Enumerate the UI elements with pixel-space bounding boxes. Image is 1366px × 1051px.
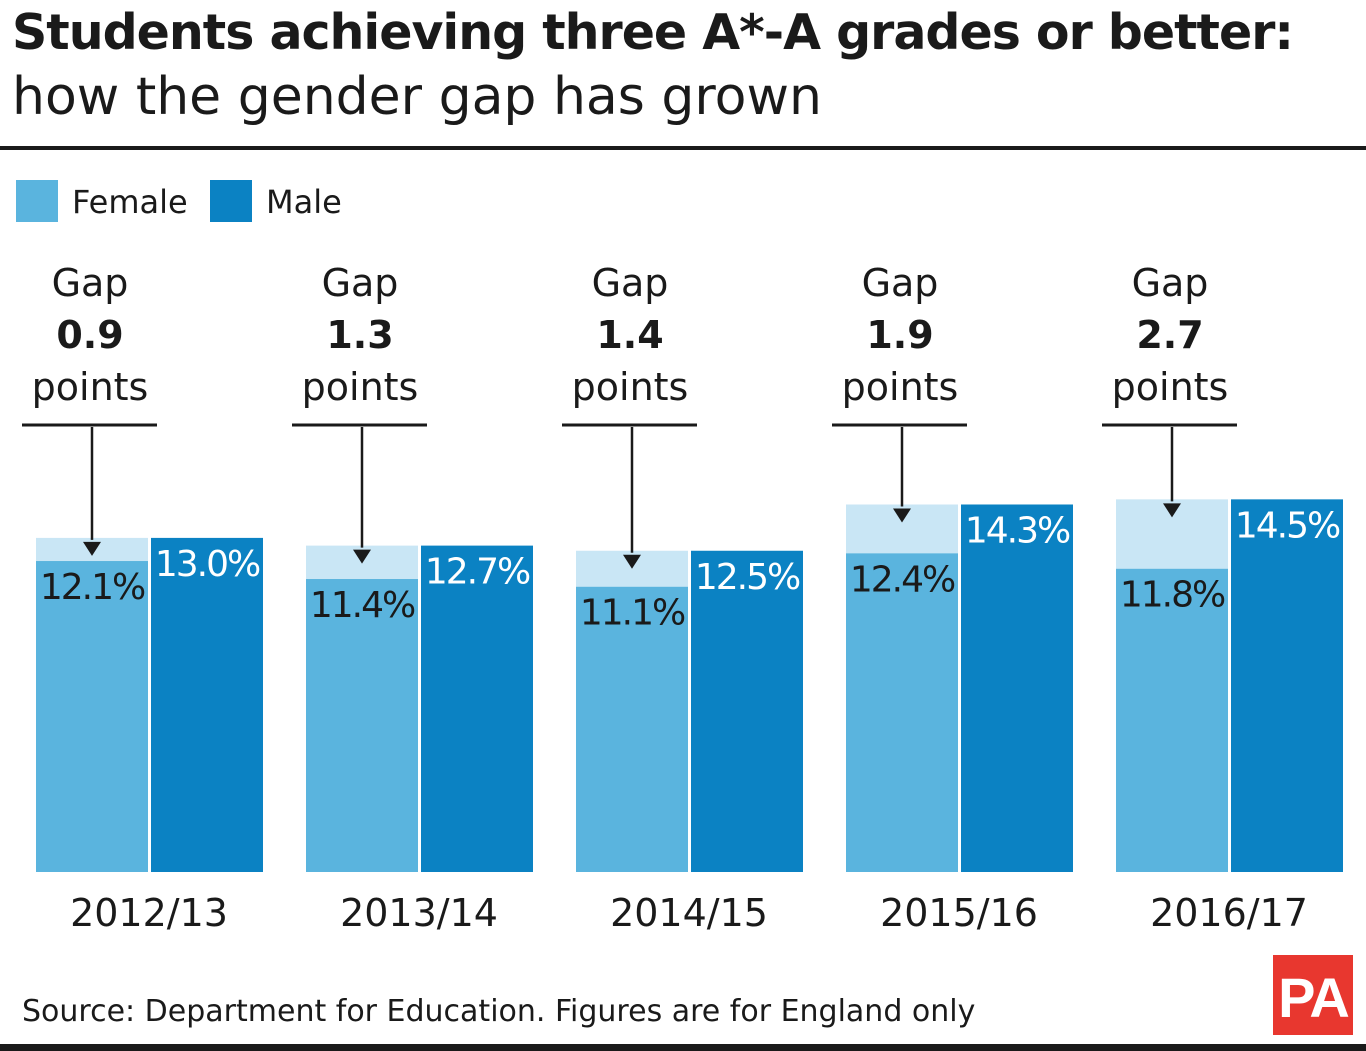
legend-label-female: Female — [72, 183, 188, 221]
bar-female — [576, 586, 688, 872]
gap-arrow-head — [893, 508, 911, 523]
source-note: Source: Department for Education. Figure… — [22, 994, 976, 1029]
data-label-male: 12.5% — [695, 557, 800, 598]
legend-swatch-male — [210, 180, 252, 222]
gap-annotation-word: Gap — [1132, 261, 1209, 305]
gap-annotation-unit: points — [842, 365, 959, 409]
legend-label-male: Male — [266, 183, 342, 221]
data-label-male: 14.5% — [1235, 505, 1340, 546]
x-tick-label: 2015/16 — [880, 891, 1038, 935]
gap-annotation-value: 2.7 — [1136, 313, 1203, 357]
bar-male — [691, 550, 803, 872]
gap-annotation-word: Gap — [52, 261, 129, 305]
bar-male — [961, 504, 1073, 872]
data-label-male: 12.7% — [425, 552, 530, 593]
legend-swatch-female — [16, 180, 58, 222]
pa-logo: PA — [1273, 955, 1353, 1035]
gap-annotation-unit: points — [572, 365, 689, 409]
x-tick-label: 2016/17 — [1150, 891, 1308, 935]
gap-annotation-value: 0.9 — [56, 313, 123, 357]
gap-annotation-value: 1.4 — [596, 313, 663, 357]
data-label-female: 12.1% — [40, 567, 145, 608]
pa-logo-background — [1273, 955, 1353, 1035]
gap-annotation-value: 1.3 — [326, 313, 393, 357]
gap-annotation-word: Gap — [862, 261, 939, 305]
bar-male — [1231, 499, 1343, 872]
data-label-female: 11.8% — [1120, 575, 1225, 616]
gap-arrow-head — [1163, 503, 1181, 518]
x-tick-label: 2013/14 — [340, 891, 498, 935]
chart-subtitle: how the gender gap has grown — [12, 67, 822, 127]
data-label-female: 12.4% — [850, 559, 955, 600]
gap-annotation-unit: points — [1112, 365, 1229, 409]
bar-male — [151, 537, 263, 872]
chart-title: Students achieving three A*-A grades or … — [12, 4, 1294, 61]
data-label-female: 11.4% — [310, 585, 415, 626]
x-tick-label: 2012/13 — [70, 891, 228, 935]
x-tick-label: 2014/15 — [610, 891, 768, 935]
data-label-male: 14.3% — [965, 510, 1070, 551]
pa-logo-text: PA — [1278, 966, 1348, 1029]
gap-arrow-head — [623, 554, 641, 569]
gap-annotation-word: Gap — [322, 261, 399, 305]
gap-arrow-head — [353, 549, 371, 564]
bar-female — [1116, 568, 1228, 872]
gap-annotation-unit: points — [302, 365, 419, 409]
bottom-divider — [0, 1044, 1366, 1051]
bar-female — [36, 561, 148, 872]
data-label-female: 11.1% — [580, 593, 685, 634]
bar-chart: 12.1%13.0% Gap 0.9 points 2012/13 11.4%12.7% G… — [22, 261, 1343, 935]
gap-annotation-unit: points — [32, 365, 149, 409]
gap-annotation-word: Gap — [592, 261, 669, 305]
bar-female — [846, 553, 958, 872]
bar-male — [421, 545, 533, 872]
gap-arrow-head — [83, 541, 101, 556]
title-divider — [0, 146, 1366, 150]
bar-female — [306, 579, 418, 872]
data-label-male: 13.0% — [155, 544, 260, 585]
gap-annotation-value: 1.9 — [866, 313, 933, 357]
